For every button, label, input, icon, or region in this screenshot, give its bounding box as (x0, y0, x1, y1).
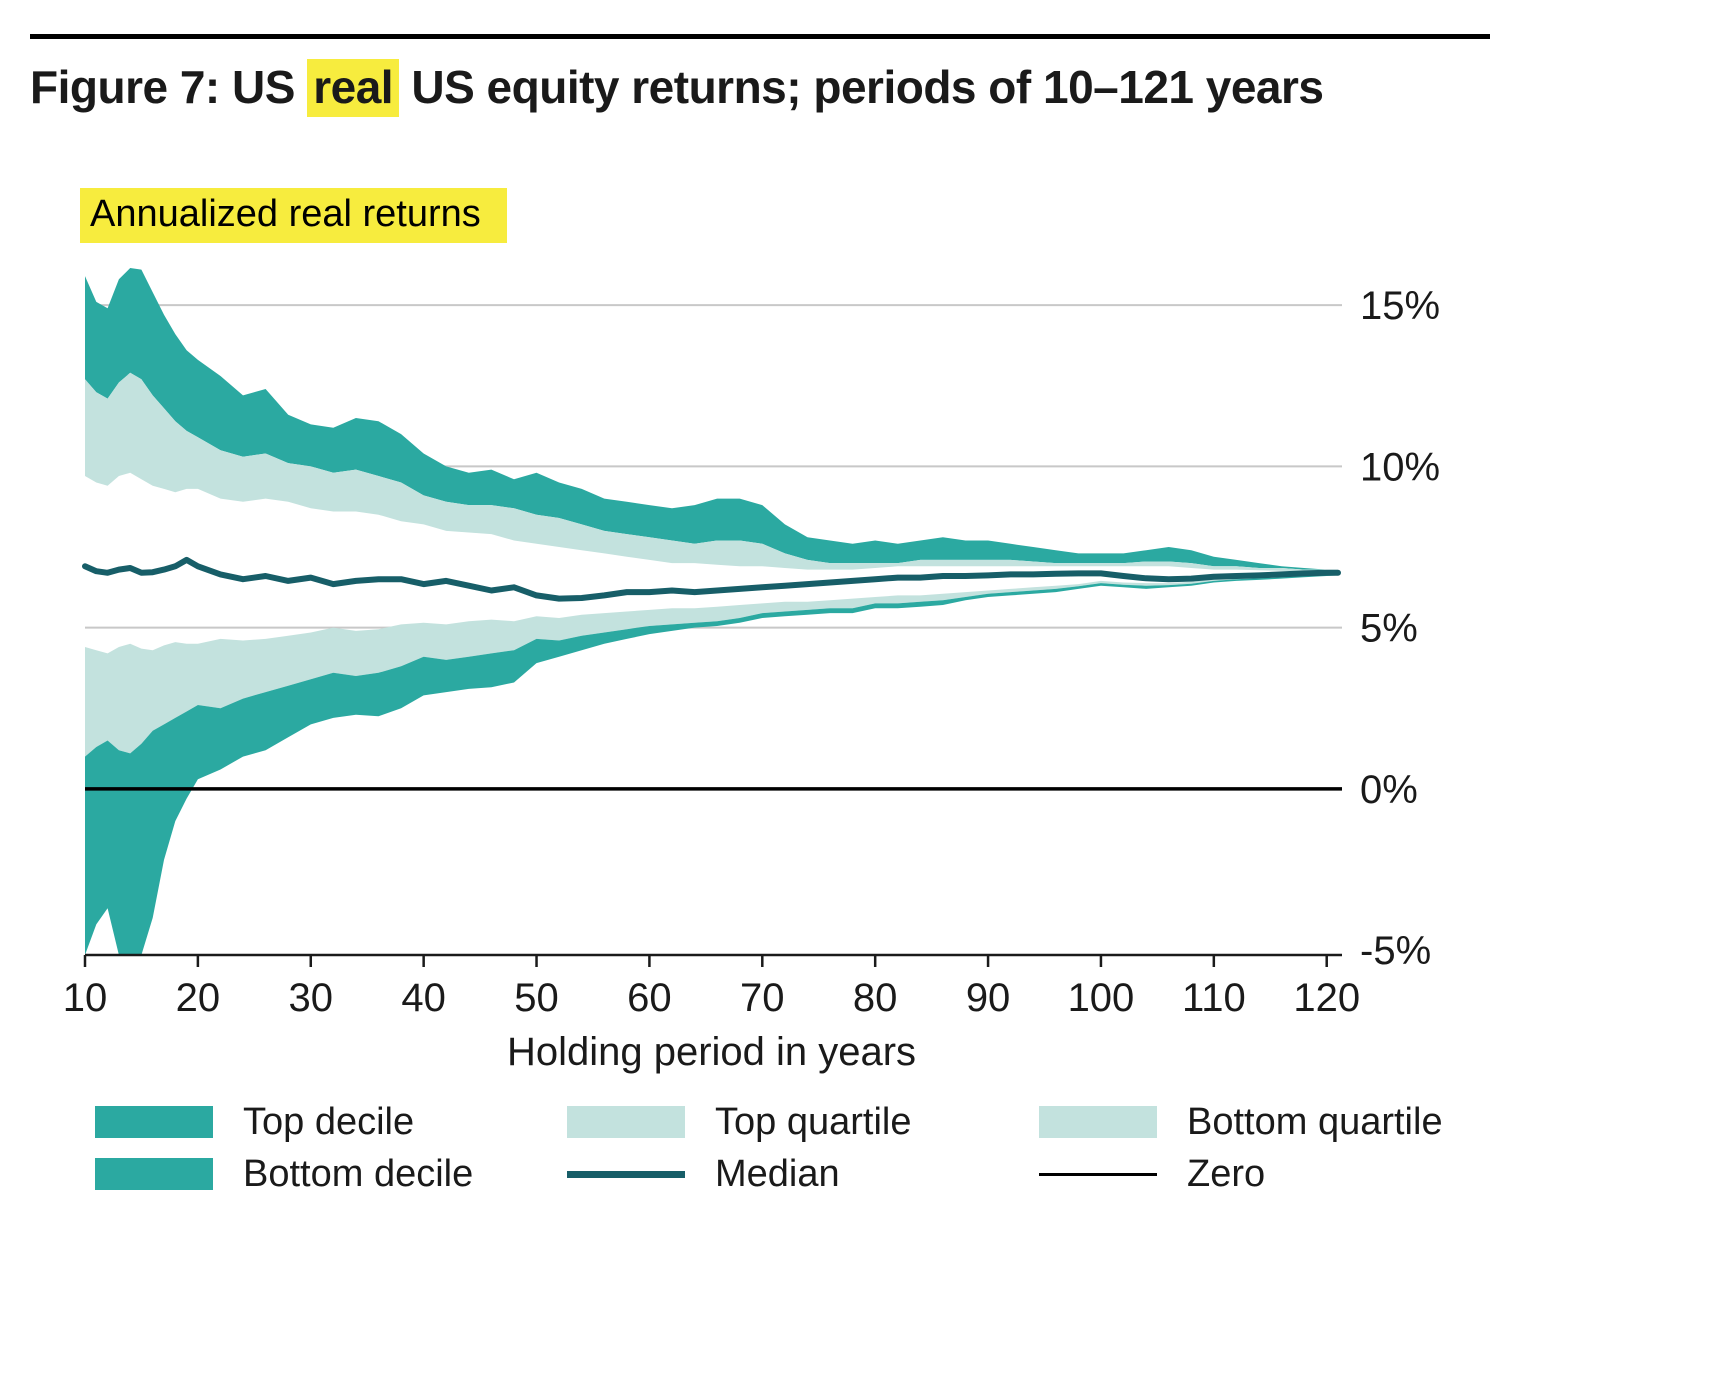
legend-label: Top decile (243, 1100, 415, 1143)
legend-swatch-bottom-decile (95, 1158, 213, 1190)
title-highlight: real (307, 59, 400, 117)
x-tick-label: 30 (289, 976, 334, 1020)
legend-swatch-bottom-quartile (1039, 1106, 1157, 1138)
chart-svg: 10 20 30 40 50 60 70 80 90 100 110 120 15% 10% 5% 0% -5% (63, 268, 1440, 1020)
title-pre: Figure 7: US (30, 61, 308, 113)
legend-label: Median (715, 1152, 840, 1195)
legend-swatch-top-decile (95, 1106, 213, 1138)
figure-title: Figure 7: US real US equity returns; per… (30, 59, 1324, 117)
legend-item-top-decile: Top decile (95, 1100, 567, 1144)
x-tick-label: 100 (1068, 976, 1135, 1020)
legend: Top decile Top quartile Bottom quartile Bot… (95, 1100, 1655, 1196)
x-tick-label: 120 (1293, 976, 1360, 1020)
y-tick-label: 10% (1360, 445, 1440, 489)
top-rule (30, 34, 1490, 39)
legend-label: Bottom decile (243, 1152, 474, 1195)
legend-label: Bottom quartile (1187, 1100, 1443, 1143)
y-axis-caption-wrap: Annualized real returns (80, 188, 507, 243)
x-tick-label: 10 (63, 976, 108, 1020)
median-line (82, 556, 1341, 602)
fan-chart: 10 20 30 40 50 60 70 80 90 100 110 120 15% 10% 5% 0% -5% (20, 250, 1480, 1050)
y-axis-caption: Annualized real returns (80, 188, 507, 243)
legend-label: Top quartile (715, 1100, 912, 1143)
x-tick-label: 20 (176, 976, 221, 1020)
band-bottom-quartile (85, 573, 1338, 757)
legend-label: Zero (1187, 1152, 1266, 1195)
legend-swatch-zero (1039, 1172, 1157, 1176)
legend-item-zero: Zero (1039, 1152, 1655, 1196)
legend-item-bottom-decile: Bottom decile (95, 1152, 567, 1196)
x-tick-label: 80 (853, 976, 898, 1020)
legend-item-bottom-quartile: Bottom quartile (1039, 1100, 1655, 1144)
x-tick-label: 70 (740, 976, 785, 1020)
x-tick-label: 60 (627, 976, 672, 1020)
legend-item-median: Median (567, 1152, 1039, 1196)
legend-swatch-top-quartile (567, 1106, 685, 1138)
x-axis-title: Holding period in years (506, 1030, 917, 1074)
title-post: US equity returns; periods of 10–121 yea… (399, 61, 1324, 113)
x-tick-label: 90 (966, 976, 1011, 1020)
y-tick-label: 5% (1360, 607, 1418, 651)
x-tick-label: 40 (401, 976, 446, 1020)
y-tick-label: -5% (1360, 929, 1431, 973)
band-top-decile (85, 268, 1338, 570)
y-tick-label: 0% (1360, 768, 1418, 812)
band-bottom-decile (85, 574, 1338, 955)
x-tick-label: 50 (514, 976, 559, 1020)
x-tick-label: 110 (1182, 976, 1246, 1020)
legend-swatch-median (567, 1170, 685, 1178)
y-tick-label: 15% (1360, 284, 1440, 328)
legend-item-top-quartile: Top quartile (567, 1100, 1039, 1144)
